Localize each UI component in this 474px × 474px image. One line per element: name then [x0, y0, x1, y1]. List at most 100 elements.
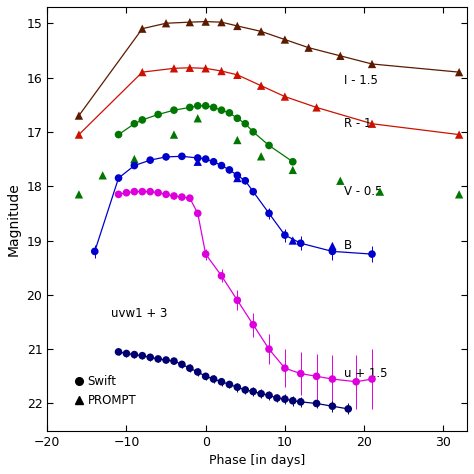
- Point: [170, 357, 178, 365]
- Point: [210, 158, 218, 165]
- Text: V - 0.5: V - 0.5: [344, 185, 383, 198]
- Point: [241, 177, 249, 184]
- Point: [202, 250, 210, 258]
- Point: [130, 162, 138, 169]
- Point: [368, 250, 376, 258]
- Point: [257, 153, 265, 160]
- Point: [328, 242, 336, 250]
- Point: [218, 162, 225, 169]
- Point: [130, 188, 138, 195]
- Point: [162, 19, 170, 27]
- Text: R - 1: R - 1: [344, 117, 372, 130]
- Point: [155, 189, 162, 197]
- Point: [337, 52, 344, 60]
- Point: [202, 18, 210, 26]
- Point: [155, 111, 162, 118]
- Point: [313, 104, 320, 111]
- Point: [456, 131, 463, 138]
- Point: [155, 355, 162, 363]
- Point: [75, 191, 82, 198]
- Point: [146, 188, 154, 195]
- Text: uvw1 + 3: uvw1 + 3: [110, 307, 167, 320]
- Point: [194, 368, 201, 376]
- Point: [234, 296, 241, 304]
- Point: [218, 378, 225, 385]
- Point: [202, 155, 210, 163]
- Point: [170, 192, 178, 200]
- Point: [281, 36, 289, 43]
- Point: [186, 104, 193, 111]
- Point: [297, 370, 304, 377]
- Point: [249, 388, 257, 395]
- Point: [75, 112, 82, 119]
- Point: [202, 102, 210, 109]
- Point: [194, 210, 201, 217]
- Point: [210, 104, 218, 111]
- Point: [226, 381, 233, 388]
- Point: [328, 247, 336, 255]
- Point: [202, 64, 210, 72]
- Point: [178, 153, 186, 160]
- Point: [226, 166, 233, 173]
- Point: [218, 67, 225, 75]
- Point: [297, 398, 304, 406]
- Point: [234, 383, 241, 391]
- Point: [456, 191, 463, 198]
- Text: I - 1.5: I - 1.5: [344, 74, 378, 87]
- Point: [313, 400, 320, 407]
- Point: [281, 231, 289, 239]
- Point: [289, 158, 297, 165]
- Point: [194, 102, 201, 109]
- Point: [281, 365, 289, 372]
- Point: [186, 194, 193, 202]
- Point: [328, 375, 336, 383]
- Point: [273, 394, 281, 402]
- Point: [146, 354, 154, 361]
- Point: [170, 131, 178, 138]
- Point: [91, 247, 99, 255]
- Point: [305, 44, 312, 52]
- Point: [289, 397, 297, 404]
- X-axis label: Phase [in days]: Phase [in days]: [209, 454, 305, 467]
- Point: [99, 172, 107, 179]
- Point: [210, 375, 218, 383]
- Point: [345, 405, 352, 413]
- Point: [170, 106, 178, 114]
- Point: [265, 142, 273, 149]
- Point: [186, 64, 193, 72]
- Point: [115, 174, 122, 182]
- Text: u + 1.5: u + 1.5: [344, 367, 388, 380]
- Point: [265, 346, 273, 353]
- Point: [234, 172, 241, 179]
- Point: [257, 27, 265, 35]
- Point: [138, 68, 146, 76]
- Text: B: B: [344, 239, 352, 253]
- Point: [265, 210, 273, 217]
- Point: [234, 115, 241, 122]
- Point: [234, 71, 241, 79]
- Point: [146, 156, 154, 164]
- Point: [194, 115, 201, 122]
- Point: [115, 131, 122, 138]
- Point: [123, 189, 130, 197]
- Point: [130, 155, 138, 163]
- Point: [368, 120, 376, 128]
- Point: [162, 356, 170, 364]
- Point: [162, 191, 170, 198]
- Point: [376, 188, 384, 195]
- Point: [115, 348, 122, 356]
- Point: [352, 378, 360, 385]
- Point: [178, 193, 186, 201]
- Point: [313, 373, 320, 380]
- Point: [328, 402, 336, 410]
- Point: [234, 136, 241, 144]
- Point: [281, 93, 289, 100]
- Point: [368, 60, 376, 68]
- Point: [241, 386, 249, 394]
- Point: [138, 25, 146, 32]
- Point: [257, 82, 265, 90]
- Point: [226, 109, 233, 117]
- Point: [456, 68, 463, 76]
- Point: [265, 392, 273, 399]
- Point: [138, 116, 146, 124]
